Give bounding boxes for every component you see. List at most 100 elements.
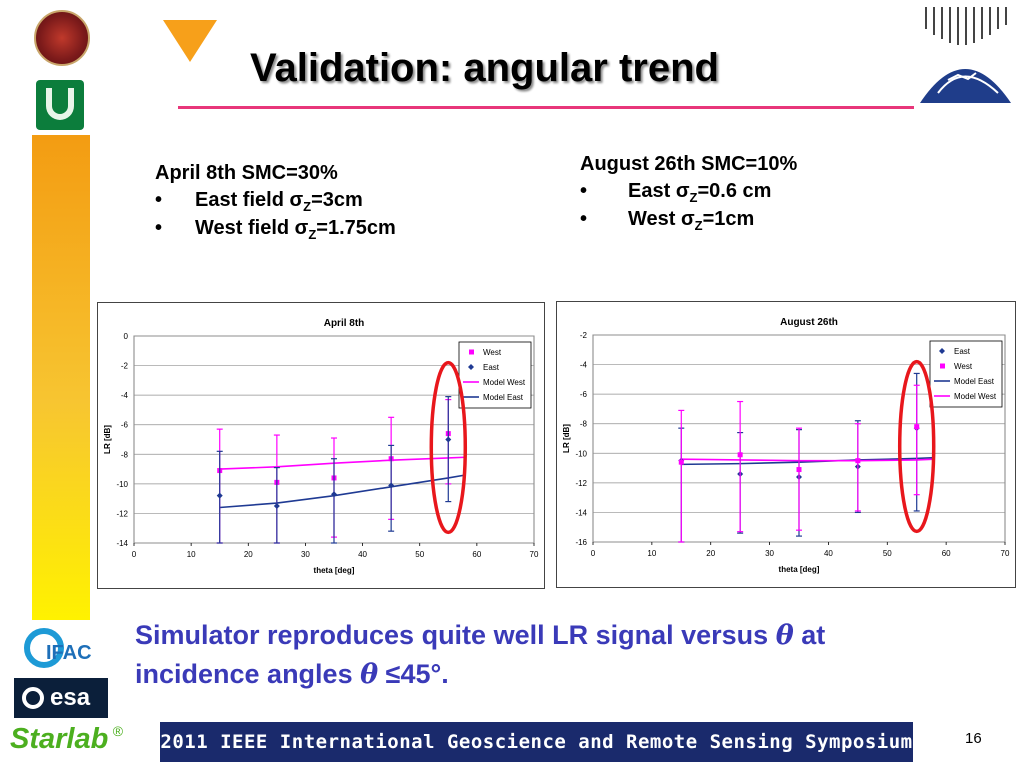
y-tick-label: -4 — [580, 361, 588, 370]
conference-footer-band: 2011 IEEE International Geoscience and R… — [160, 722, 913, 762]
y-tick-label: -12 — [116, 509, 128, 518]
april-chart: April 8th 0 -2 -4 -6 -8 -10 -12 -14 0 10 20 30 40 50 60… — [103, 318, 539, 575]
sapienza-seal-logo — [34, 10, 90, 66]
april-heading: April 8th SMC=30% — [155, 162, 338, 184]
esa-text: esa — [50, 684, 91, 711]
y-tick-label: -10 — [575, 449, 587, 458]
series-line-model-east — [219, 474, 466, 509]
bullet: • — [155, 217, 163, 239]
ifac-text: IFAC — [46, 642, 92, 664]
april-west-label: West field — [195, 217, 295, 239]
sigma-symbol: σ — [675, 180, 690, 202]
sigma-subscript: Z — [303, 199, 312, 214]
conference-logo — [918, 5, 1013, 105]
data-point-west — [796, 467, 802, 473]
data-point-west — [678, 459, 684, 465]
sigma-symbol: σ — [680, 208, 695, 230]
x-tick-label: 0 — [132, 550, 137, 559]
august-chart: August 26th -2 -4 -6 -8 -10 -12 -14 -16 0 10 20 30 40… — [562, 317, 1010, 574]
conference-logo-graphic — [920, 7, 1011, 103]
x-tick-label: 30 — [301, 550, 310, 559]
x-tick-label: 20 — [244, 550, 253, 559]
x-tick-label: 60 — [942, 549, 951, 558]
legend-swatch-west — [940, 363, 945, 369]
x-tick-label: 40 — [824, 549, 833, 558]
y-tick-label: -14 — [116, 539, 128, 548]
data-point-east — [331, 491, 337, 498]
chart-title: April 8th — [324, 318, 365, 329]
legend-label-model-west: Model West — [483, 378, 526, 387]
registered-mark: ® — [112, 723, 124, 739]
theta-symbol: θ — [360, 659, 379, 690]
data-point-east — [216, 492, 223, 499]
esa-emblem-icon — [22, 687, 44, 709]
data-point-east — [273, 503, 280, 510]
title-underline — [178, 106, 914, 109]
y-axis-label: LR [dB] — [103, 425, 112, 454]
x-tick-label: 0 — [591, 549, 596, 558]
legend-label-west: West — [954, 362, 973, 371]
x-axis-label: theta [deg] — [314, 566, 355, 575]
sigma-symbol: σ — [294, 217, 309, 239]
legend-label-model-east: Model East — [954, 377, 995, 386]
april-east-label: East field — [195, 189, 290, 211]
april-west-value: =1.75cm — [316, 217, 396, 239]
starlab-text: Starlab — [10, 723, 109, 755]
ifac-logo: IFAC — [24, 628, 100, 672]
legend-label-west: West — [483, 348, 502, 357]
bullet: • — [580, 180, 588, 202]
legend-swatch-east — [939, 348, 945, 354]
legend-swatch-west — [469, 349, 474, 355]
y-tick-label: -6 — [580, 390, 588, 399]
bullet: • — [155, 189, 163, 211]
x-tick-label: 60 — [472, 550, 481, 559]
x-tick-label: 70 — [530, 550, 539, 559]
april-chart-frame: April 8th 0 -2 -4 -6 -8 -10 -12 -14 0 10 20 30 40 50 60… — [97, 302, 545, 589]
y-tick-label: -16 — [575, 538, 587, 547]
y-tick-label: 0 — [124, 332, 129, 341]
april-east-item: • East field σZ=3cm — [155, 189, 396, 214]
slide-title: Validation: angular trend — [250, 46, 719, 90]
august-summary-block: August 26th SMC=10% • East σZ=0.6 cm • W… — [580, 153, 797, 236]
x-tick-label: 10 — [187, 550, 196, 559]
x-axis-label: theta [deg] — [779, 565, 820, 574]
legend-label-model-east: Model East — [483, 393, 524, 402]
sigma-subscript: Z — [308, 227, 317, 242]
conclusion-at: at — [801, 620, 826, 650]
bullet: • — [580, 208, 588, 230]
highlight-ellipse — [897, 359, 936, 534]
august-chart-frame: August 26th -2 -4 -6 -8 -10 -12 -14 -16 0 10 20 30 40… — [556, 301, 1016, 588]
y-tick-label: -12 — [575, 479, 587, 488]
university-u-logo — [36, 80, 84, 130]
chart-title: August 26th — [780, 317, 838, 328]
y-tick-label: -2 — [580, 331, 588, 340]
sigma-subscript: Z — [694, 218, 703, 233]
y-axis-label: LR [dB] — [562, 424, 571, 453]
legend-label-east: East — [483, 363, 500, 372]
legend-label-east: East — [954, 347, 971, 356]
august-west-label: West — [628, 208, 681, 230]
page-number: 16 — [965, 730, 982, 747]
data-point-west — [737, 452, 743, 458]
august-west-value: =1cm — [702, 208, 755, 230]
april-east-value: =3cm — [311, 189, 363, 211]
y-tick-label: -2 — [121, 362, 129, 371]
series-line-model-west — [219, 456, 466, 470]
x-tick-label: 70 — [1001, 549, 1010, 558]
x-tick-label: 30 — [765, 549, 774, 558]
april-summary-block: April 8th SMC=30% • East field σZ=3cm • … — [155, 162, 396, 245]
orange-triangle-marker — [163, 20, 217, 62]
y-tick-label: -10 — [116, 480, 128, 489]
sidebar-gradient-bar — [32, 135, 90, 620]
conclusion-line1: Simulator reproduces quite well LR signa… — [135, 620, 769, 650]
y-tick-label: -8 — [121, 450, 129, 459]
data-point-west — [855, 458, 861, 464]
sigma-symbol: σ — [289, 189, 304, 211]
series-line-model-west — [681, 458, 935, 462]
conclusion-line2: incidence angles — [135, 659, 353, 689]
esa-logo: esa — [14, 678, 108, 718]
y-tick-label: -4 — [121, 391, 129, 400]
starlab-logo: Starlab ® — [10, 723, 160, 763]
highlight-ellipse — [429, 360, 468, 535]
x-tick-label: 20 — [706, 549, 715, 558]
